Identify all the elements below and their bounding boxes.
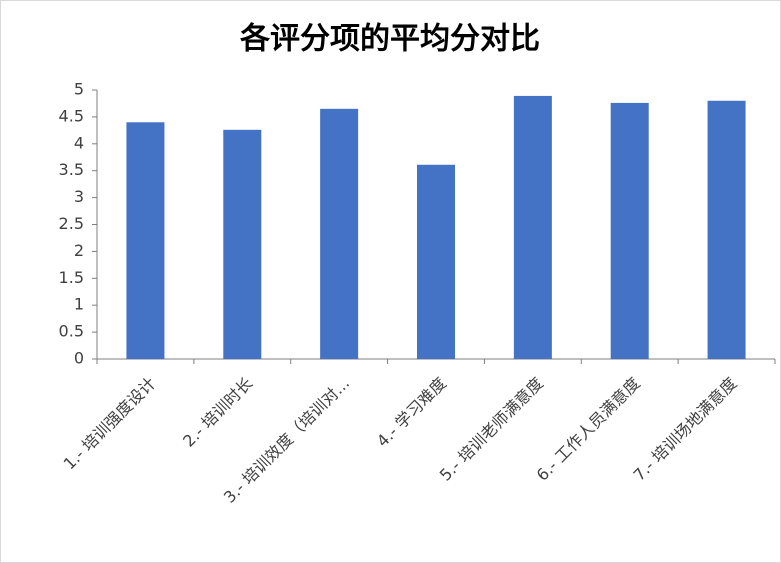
bar: [417, 164, 455, 359]
bar: [223, 129, 262, 359]
y-tick-label: 4: [74, 133, 84, 152]
y-tick-label: 0.5: [59, 322, 84, 341]
bar: [707, 100, 746, 359]
y-tick-label: 5: [74, 80, 84, 99]
y-tick-label: 1.5: [59, 268, 84, 287]
y-tick-label: 0: [74, 349, 84, 368]
chart-title: 各评分项的平均分对比: [239, 22, 540, 57]
bar: [320, 108, 359, 359]
y-tick-label: 4.5: [59, 106, 84, 125]
bar: [513, 95, 552, 359]
y-tick-label: 3.5: [59, 160, 84, 179]
y-tick-label: 2.5: [59, 214, 84, 233]
y-tick-label: 3: [74, 187, 84, 206]
bar: [126, 122, 165, 359]
y-tick-label: 2: [74, 241, 84, 260]
bar: [610, 102, 649, 360]
y-tick-label: 1: [74, 295, 84, 314]
